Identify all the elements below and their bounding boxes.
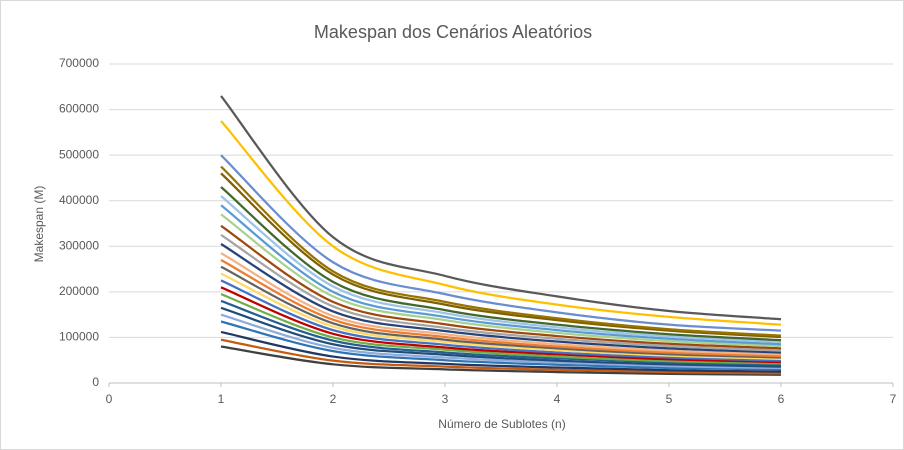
x-tick-label: 0 bbox=[106, 392, 113, 406]
series-line bbox=[220, 204, 782, 346]
series-line bbox=[220, 345, 782, 376]
series-line bbox=[220, 172, 782, 339]
y-tick-label: 200000 bbox=[59, 284, 99, 298]
x-axis-label: Número de Sublotes (n) bbox=[438, 417, 565, 431]
series-line bbox=[220, 224, 782, 350]
series-line bbox=[220, 258, 782, 358]
x-tick-label: 7 bbox=[890, 392, 897, 406]
y-axis-label: Makespan (M) bbox=[32, 186, 46, 263]
series-line bbox=[220, 195, 782, 344]
series-line bbox=[220, 165, 782, 337]
y-tick-label: 100000 bbox=[59, 330, 99, 344]
y-tick-label: 500000 bbox=[59, 147, 99, 161]
x-tick-label: 1 bbox=[218, 392, 225, 406]
y-tick-label: 0 bbox=[92, 375, 99, 389]
y-tick-label: 400000 bbox=[59, 193, 99, 207]
series-line bbox=[220, 186, 782, 342]
series-line bbox=[220, 265, 782, 359]
x-tick-label: 5 bbox=[666, 392, 673, 406]
series-line bbox=[220, 338, 782, 375]
series-line bbox=[220, 320, 782, 371]
series-line bbox=[220, 330, 782, 373]
series-line bbox=[220, 293, 782, 365]
series-line bbox=[220, 279, 782, 362]
x-tick-label: 4 bbox=[554, 392, 561, 406]
series-line bbox=[220, 272, 782, 360]
series-line bbox=[220, 154, 782, 332]
series-line bbox=[220, 252, 782, 356]
series-line bbox=[220, 299, 782, 366]
series-line bbox=[220, 243, 782, 354]
x-tick-label: 2 bbox=[330, 392, 337, 406]
series-line bbox=[220, 120, 782, 326]
series-line bbox=[220, 233, 782, 352]
y-tick-label: 600000 bbox=[59, 102, 99, 116]
series-line bbox=[220, 213, 782, 348]
series-line bbox=[220, 95, 782, 321]
series-line bbox=[220, 306, 782, 368]
y-tick-label: 300000 bbox=[59, 238, 99, 252]
series-line bbox=[220, 286, 782, 364]
chart-title: Makespan dos Cenários Aleatórios bbox=[314, 22, 592, 42]
x-tick-label: 6 bbox=[778, 392, 785, 406]
x-tick-label: 3 bbox=[442, 392, 449, 406]
series-line bbox=[220, 313, 782, 370]
y-tick-label: 700000 bbox=[59, 56, 99, 70]
